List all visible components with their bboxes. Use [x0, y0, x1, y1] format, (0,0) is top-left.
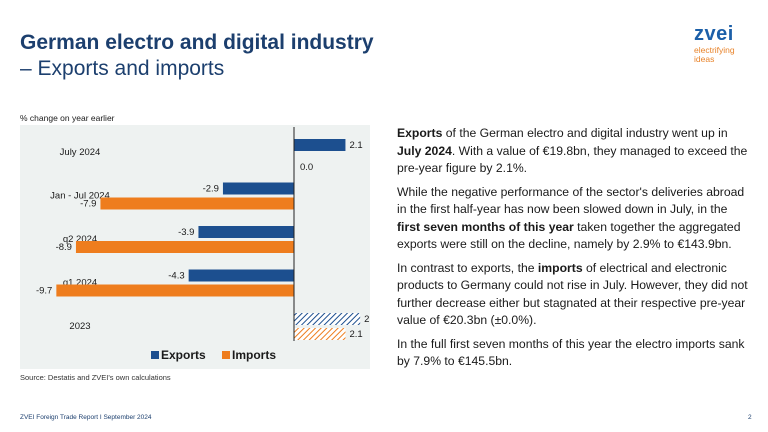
category-label: q2 2024 [63, 234, 97, 245]
bar-imports-2 [75, 241, 294, 253]
logo-tagline-2: ideas [694, 54, 715, 64]
bar-imports-4 [294, 328, 346, 340]
p4-run-0: In the full first seven months of this y… [397, 336, 745, 369]
chart-legend: Exports Imports [151, 348, 276, 362]
bar-exports-1 [222, 182, 294, 195]
category-label: Jan - Jul 2024 [50, 191, 110, 202]
zvei-logo: zvei electrifying ideas [694, 24, 735, 64]
value-label-imports-0: 0.0 [300, 162, 313, 173]
category-label: q1 2024 [63, 278, 97, 289]
value-label-exports-2: -3.9 [178, 227, 194, 238]
legend-label-exports: Exports [161, 348, 206, 362]
value-label-exports-1: -2.9 [203, 184, 219, 195]
category-label: 2023 [69, 321, 90, 332]
bar-exports-0 [294, 139, 346, 151]
logo-word: zvei [694, 23, 734, 45]
page-subtitle: – Exports and imports [20, 57, 225, 80]
commentary-paragraph-2: While the negative performance of the se… [397, 184, 749, 254]
page-number: 2 [748, 414, 752, 421]
commentary-text: Exports of the German electro and digita… [397, 125, 749, 377]
p2-run-2: taken together the aggregated exports we… [397, 219, 741, 252]
p3-run-0: In contrast to exports, the [397, 260, 538, 275]
value-label-imports-2: -8.9 [56, 242, 72, 253]
bar-exports-4 [294, 313, 361, 325]
bar-exports-3 [188, 269, 294, 282]
p1-run-0: Exports [397, 126, 443, 140]
bar-imports-3 [56, 284, 294, 297]
p1-run-1: of the German electro and digital indust… [442, 126, 728, 140]
value-label-exports-4: 2.7 [364, 314, 370, 325]
page-title: German electro and digital industry [20, 31, 374, 54]
value-label-imports-1: -7.9 [80, 199, 96, 210]
value-label-exports-0: 2.1 [349, 140, 362, 151]
value-label-imports-3: -9.7 [36, 286, 52, 297]
trade-bar-chart: July 2024 2.1 0.0 Jan - Jul 2024 -2.9 -7.9 q2 … [20, 125, 370, 369]
value-label-exports-3: -4.3 [168, 271, 184, 282]
bar-exports-2 [198, 226, 294, 238]
logo-tagline-1: electrifying [694, 45, 735, 55]
chart-unit-label: % change on year earlier [20, 113, 115, 123]
bar-imports-1 [100, 197, 294, 210]
commentary-paragraph-4: In the full first seven months of this y… [397, 336, 749, 371]
legend-label-imports: Imports [232, 348, 276, 362]
chart-source-note: Source: Destatis and ZVEI's own calculat… [20, 373, 171, 382]
footer-report-name: ZVEI Foreign Trade Report I September 20… [20, 414, 152, 421]
category-label: July 2024 [60, 147, 101, 158]
legend-swatch-imports [222, 351, 230, 359]
p2-run-0: While the negative performance of the se… [397, 184, 745, 217]
p3-run-1: imports [537, 260, 583, 275]
value-label-imports-4: 2.1 [349, 329, 362, 340]
p1-run-2: July 2024 [397, 143, 452, 158]
p2-run-1: first seven months of this year [397, 219, 574, 234]
p3-run-2: of electrical and electronic products to… [397, 260, 748, 328]
legend-swatch-exports [151, 351, 159, 359]
commentary-paragraph-1: Exports of the German electro and digita… [397, 125, 749, 178]
p1-run-3: . With a value of €19.8bn, they managed … [397, 143, 748, 176]
commentary-paragraph-3: In contrast to exports, the imports of e… [397, 260, 749, 330]
